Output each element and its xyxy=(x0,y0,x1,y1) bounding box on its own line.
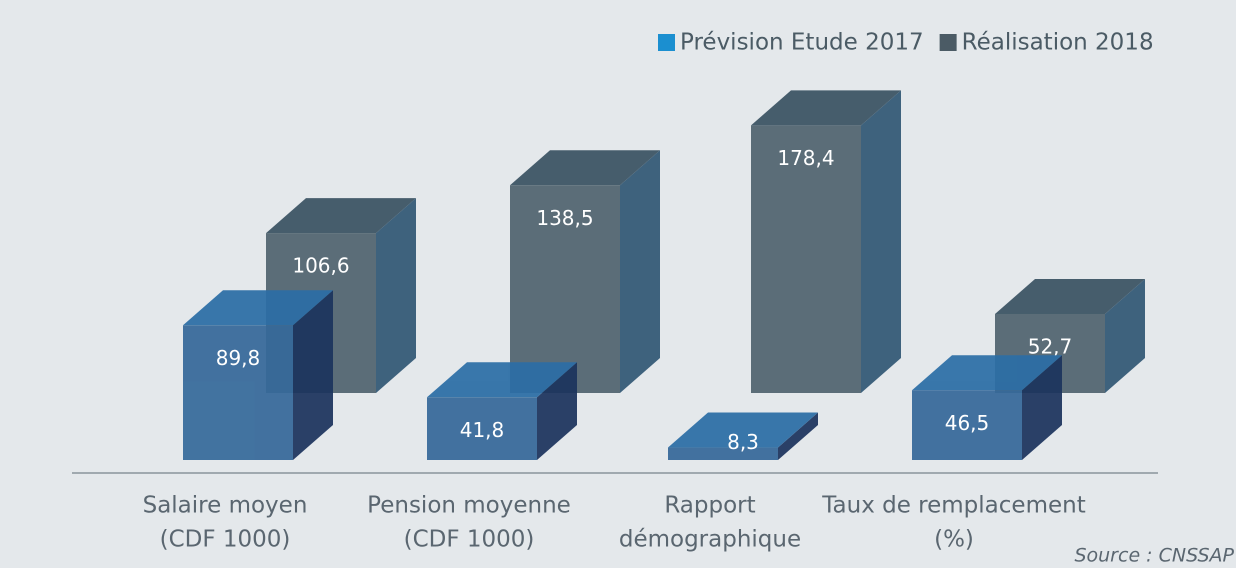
bar-side xyxy=(1022,355,1062,460)
x-tick-label: (CDF 1000) xyxy=(404,527,535,553)
bar-top xyxy=(995,278,1145,314)
bar-3d xyxy=(183,290,333,460)
value-label: 8,3 xyxy=(727,430,759,454)
value-label: 106,6 xyxy=(292,254,349,278)
x-tick-label: Rapport xyxy=(664,493,755,519)
value-label: 89,8 xyxy=(216,346,261,370)
bar-side xyxy=(861,90,901,394)
bar-side xyxy=(376,198,416,393)
bar-side xyxy=(537,362,577,460)
bar-top xyxy=(912,355,1062,391)
bar xyxy=(668,447,778,460)
bar-3d xyxy=(912,355,1062,460)
bar-side xyxy=(1105,278,1145,393)
x-tick-label: démographique xyxy=(619,527,801,553)
source: Source : CNSSAP xyxy=(1074,545,1234,567)
bar-top xyxy=(510,150,660,186)
x-tick-label: (CDF 1000) xyxy=(160,527,291,553)
bar xyxy=(183,325,293,460)
bar-3d xyxy=(510,150,660,393)
bar-top xyxy=(668,412,818,448)
bar-3d xyxy=(668,412,818,460)
x-tick-label: Taux de remplacement xyxy=(821,493,1085,519)
value-label: 41,8 xyxy=(460,418,505,442)
bar xyxy=(912,390,1022,460)
x-tick-label: Pension moyenne xyxy=(367,493,571,519)
bar xyxy=(510,185,620,393)
legend-label: Réalisation 2018 xyxy=(962,30,1154,56)
bar-side xyxy=(778,412,818,460)
value-label: 46,5 xyxy=(945,411,990,435)
value-label: 178,4 xyxy=(777,146,834,170)
bar-top xyxy=(427,362,577,398)
bar-side xyxy=(293,290,333,460)
bar-3d xyxy=(427,362,577,460)
bar xyxy=(751,125,861,394)
bar-top xyxy=(183,290,333,326)
legend-swatch xyxy=(939,34,957,51)
bar xyxy=(427,397,537,460)
value-label: 52,7 xyxy=(1028,334,1073,358)
bar-3d xyxy=(751,90,901,394)
value-label: 138,5 xyxy=(536,206,593,230)
bar-top xyxy=(266,198,416,234)
x-tick-label: (%) xyxy=(934,527,974,553)
legend-label: Prévision Etude 2017 xyxy=(680,30,924,56)
bar-top xyxy=(751,90,901,126)
x-tick-label: Salaire moyen xyxy=(143,493,308,519)
legend-swatch xyxy=(658,34,675,51)
bar-side xyxy=(620,150,660,393)
